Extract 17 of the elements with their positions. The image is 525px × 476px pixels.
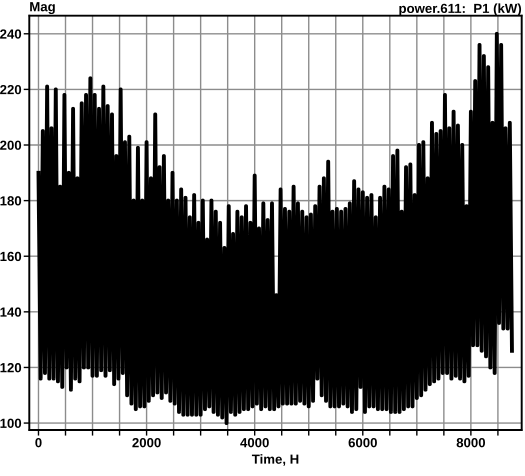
y-tick-label: 160 <box>0 252 22 262</box>
x-tick-label: 6000 <box>348 438 377 448</box>
y-tick-label: 140 <box>0 307 22 317</box>
line-series <box>36 32 514 426</box>
chart-title: power.611: P1 (kW) <box>399 3 522 16</box>
y-tick-label: 180 <box>0 196 22 206</box>
y-tick-label: 240 <box>0 29 22 39</box>
y-tick-label: 200 <box>0 140 22 150</box>
y-tick-label: 120 <box>0 363 22 372</box>
y-tick-label: 220 <box>0 84 22 94</box>
y-axis-title: Mag <box>30 2 55 14</box>
x-tick-label: 8000 <box>456 438 486 448</box>
x-tick-label: 2000 <box>132 438 161 448</box>
y-tick-label: 100 <box>0 418 22 428</box>
x-tick-label: 0 <box>35 438 42 448</box>
x-axis-title: Time, H <box>252 454 298 466</box>
x-tick-label: 4000 <box>240 438 269 448</box>
